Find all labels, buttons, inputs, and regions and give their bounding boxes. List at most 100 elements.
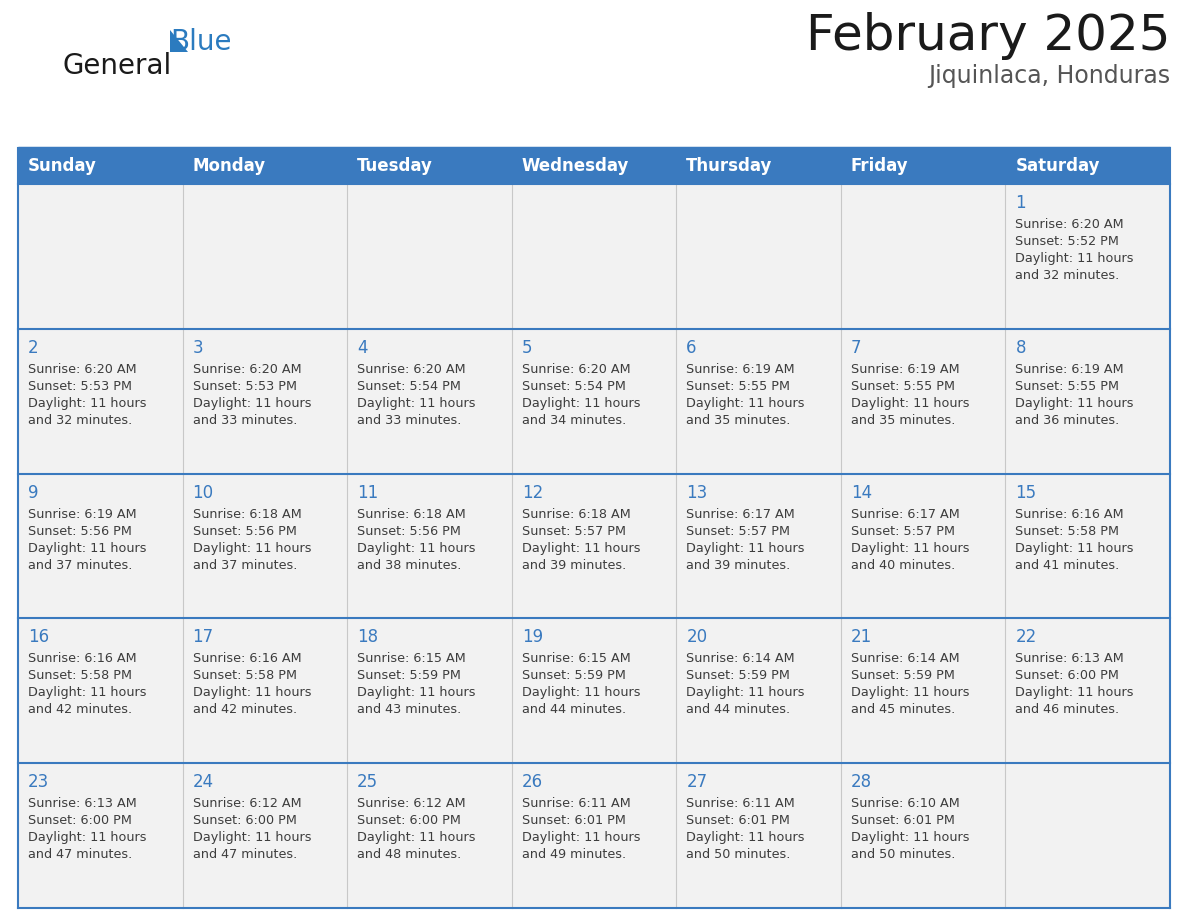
- Text: Thursday: Thursday: [687, 157, 772, 175]
- Text: Sunset: 6:01 PM: Sunset: 6:01 PM: [687, 814, 790, 827]
- Text: and 35 minutes.: and 35 minutes.: [687, 414, 791, 427]
- Text: and 42 minutes.: and 42 minutes.: [29, 703, 132, 716]
- Text: Sunset: 6:01 PM: Sunset: 6:01 PM: [522, 814, 626, 827]
- Text: Daylight: 11 hours: Daylight: 11 hours: [522, 397, 640, 409]
- Text: 10: 10: [192, 484, 214, 501]
- Text: and 32 minutes.: and 32 minutes.: [29, 414, 132, 427]
- Text: Sunset: 6:00 PM: Sunset: 6:00 PM: [1016, 669, 1119, 682]
- Text: and 37 minutes.: and 37 minutes.: [29, 558, 132, 572]
- Text: Daylight: 11 hours: Daylight: 11 hours: [851, 687, 969, 700]
- Text: Sunrise: 6:19 AM: Sunrise: 6:19 AM: [29, 508, 137, 521]
- Text: 18: 18: [358, 629, 378, 646]
- Text: and 47 minutes.: and 47 minutes.: [192, 848, 297, 861]
- Text: Sunrise: 6:13 AM: Sunrise: 6:13 AM: [29, 797, 137, 811]
- Text: Sunrise: 6:19 AM: Sunrise: 6:19 AM: [851, 363, 960, 375]
- Text: Daylight: 11 hours: Daylight: 11 hours: [851, 542, 969, 554]
- Text: Wednesday: Wednesday: [522, 157, 630, 175]
- Text: 19: 19: [522, 629, 543, 646]
- Text: Daylight: 11 hours: Daylight: 11 hours: [687, 687, 804, 700]
- Text: 7: 7: [851, 339, 861, 357]
- Text: and 50 minutes.: and 50 minutes.: [851, 848, 955, 861]
- Text: Sunrise: 6:12 AM: Sunrise: 6:12 AM: [358, 797, 466, 811]
- Text: and 33 minutes.: and 33 minutes.: [358, 414, 461, 427]
- Text: Sunset: 5:54 PM: Sunset: 5:54 PM: [522, 380, 626, 393]
- Text: 13: 13: [687, 484, 708, 501]
- Text: Daylight: 11 hours: Daylight: 11 hours: [358, 687, 475, 700]
- Text: and 42 minutes.: and 42 minutes.: [192, 703, 297, 716]
- Text: 21: 21: [851, 629, 872, 646]
- Text: Sunrise: 6:19 AM: Sunrise: 6:19 AM: [687, 363, 795, 375]
- Text: 6: 6: [687, 339, 697, 357]
- Text: and 49 minutes.: and 49 minutes.: [522, 848, 626, 861]
- Text: Daylight: 11 hours: Daylight: 11 hours: [1016, 542, 1133, 554]
- Text: Friday: Friday: [851, 157, 909, 175]
- Text: 24: 24: [192, 773, 214, 791]
- Text: Daylight: 11 hours: Daylight: 11 hours: [522, 687, 640, 700]
- Text: Daylight: 11 hours: Daylight: 11 hours: [687, 542, 804, 554]
- Text: Sunday: Sunday: [29, 157, 97, 175]
- Text: Sunrise: 6:20 AM: Sunrise: 6:20 AM: [522, 363, 631, 375]
- Text: Daylight: 11 hours: Daylight: 11 hours: [1016, 252, 1133, 265]
- Text: Sunset: 5:59 PM: Sunset: 5:59 PM: [358, 669, 461, 682]
- Text: Sunrise: 6:17 AM: Sunrise: 6:17 AM: [687, 508, 795, 521]
- Text: Jiquinlaca, Honduras: Jiquinlaca, Honduras: [928, 64, 1170, 88]
- Text: Sunset: 5:58 PM: Sunset: 5:58 PM: [29, 669, 132, 682]
- Text: 17: 17: [192, 629, 214, 646]
- Text: 2: 2: [29, 339, 39, 357]
- Text: Sunset: 5:53 PM: Sunset: 5:53 PM: [29, 380, 132, 393]
- Text: and 47 minutes.: and 47 minutes.: [29, 848, 132, 861]
- Text: Daylight: 11 hours: Daylight: 11 hours: [1016, 687, 1133, 700]
- Text: Sunrise: 6:20 AM: Sunrise: 6:20 AM: [1016, 218, 1124, 231]
- Text: Sunset: 5:57 PM: Sunset: 5:57 PM: [522, 524, 626, 538]
- Text: and 35 minutes.: and 35 minutes.: [851, 414, 955, 427]
- Text: Sunset: 5:59 PM: Sunset: 5:59 PM: [687, 669, 790, 682]
- Text: Daylight: 11 hours: Daylight: 11 hours: [192, 831, 311, 845]
- Text: Daylight: 11 hours: Daylight: 11 hours: [851, 831, 969, 845]
- Text: Sunrise: 6:16 AM: Sunrise: 6:16 AM: [29, 653, 137, 666]
- Text: Sunset: 5:56 PM: Sunset: 5:56 PM: [192, 524, 297, 538]
- Text: Sunrise: 6:20 AM: Sunrise: 6:20 AM: [358, 363, 466, 375]
- Text: Sunrise: 6:14 AM: Sunrise: 6:14 AM: [687, 653, 795, 666]
- Text: Monday: Monday: [192, 157, 266, 175]
- Text: Daylight: 11 hours: Daylight: 11 hours: [29, 831, 146, 845]
- Text: and 38 minutes.: and 38 minutes.: [358, 558, 461, 572]
- Text: Sunrise: 6:16 AM: Sunrise: 6:16 AM: [1016, 508, 1124, 521]
- Text: Daylight: 11 hours: Daylight: 11 hours: [192, 687, 311, 700]
- Text: and 37 minutes.: and 37 minutes.: [192, 558, 297, 572]
- Text: Sunrise: 6:20 AM: Sunrise: 6:20 AM: [29, 363, 137, 375]
- Text: Daylight: 11 hours: Daylight: 11 hours: [522, 831, 640, 845]
- Text: 5: 5: [522, 339, 532, 357]
- Text: and 44 minutes.: and 44 minutes.: [687, 703, 790, 716]
- Text: Sunrise: 6:18 AM: Sunrise: 6:18 AM: [522, 508, 631, 521]
- Text: Daylight: 11 hours: Daylight: 11 hours: [192, 397, 311, 409]
- Text: and 39 minutes.: and 39 minutes.: [687, 558, 790, 572]
- Text: Tuesday: Tuesday: [358, 157, 432, 175]
- Text: Sunset: 6:01 PM: Sunset: 6:01 PM: [851, 814, 955, 827]
- Text: Sunset: 5:55 PM: Sunset: 5:55 PM: [1016, 380, 1119, 393]
- Text: Daylight: 11 hours: Daylight: 11 hours: [358, 397, 475, 409]
- Text: Sunset: 5:55 PM: Sunset: 5:55 PM: [851, 380, 955, 393]
- Text: Sunset: 5:57 PM: Sunset: 5:57 PM: [851, 524, 955, 538]
- Text: Sunset: 5:56 PM: Sunset: 5:56 PM: [358, 524, 461, 538]
- Text: and 34 minutes.: and 34 minutes.: [522, 414, 626, 427]
- Text: and 36 minutes.: and 36 minutes.: [1016, 414, 1119, 427]
- Bar: [18, 329, 1170, 474]
- Text: Daylight: 11 hours: Daylight: 11 hours: [29, 542, 146, 554]
- Text: and 40 minutes.: and 40 minutes.: [851, 558, 955, 572]
- Text: 28: 28: [851, 773, 872, 791]
- Polygon shape: [170, 30, 188, 52]
- Text: and 33 minutes.: and 33 minutes.: [192, 414, 297, 427]
- Text: Sunset: 5:55 PM: Sunset: 5:55 PM: [687, 380, 790, 393]
- Text: Sunset: 6:00 PM: Sunset: 6:00 PM: [29, 814, 132, 827]
- Text: Sunrise: 6:17 AM: Sunrise: 6:17 AM: [851, 508, 960, 521]
- Text: 11: 11: [358, 484, 379, 501]
- Text: 23: 23: [29, 773, 49, 791]
- Bar: [18, 148, 1170, 184]
- Text: Sunrise: 6:19 AM: Sunrise: 6:19 AM: [1016, 363, 1124, 375]
- Text: and 46 minutes.: and 46 minutes.: [1016, 703, 1119, 716]
- Bar: [18, 184, 1170, 329]
- Text: Sunrise: 6:15 AM: Sunrise: 6:15 AM: [358, 653, 466, 666]
- Text: Sunset: 5:54 PM: Sunset: 5:54 PM: [358, 380, 461, 393]
- Text: Sunset: 5:58 PM: Sunset: 5:58 PM: [192, 669, 297, 682]
- Text: Sunrise: 6:15 AM: Sunrise: 6:15 AM: [522, 653, 631, 666]
